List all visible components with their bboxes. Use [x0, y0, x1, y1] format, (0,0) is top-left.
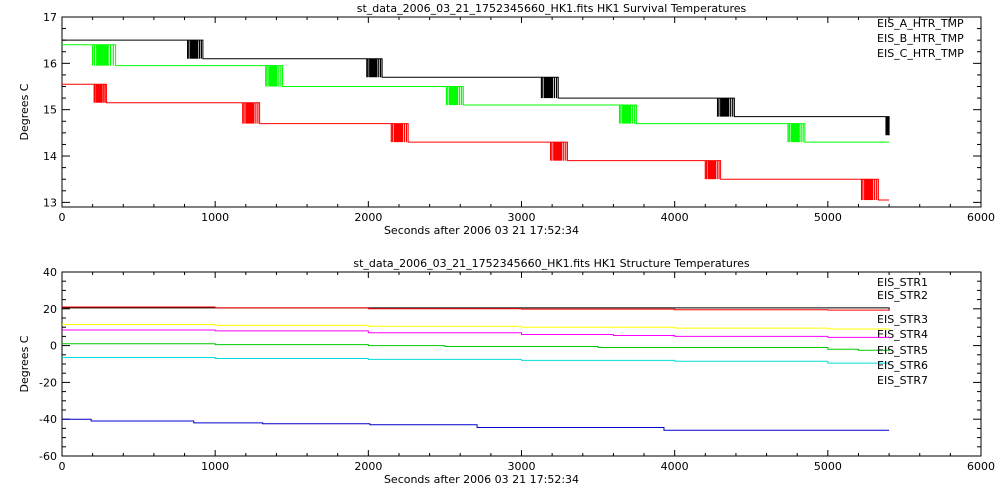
series-line: [62, 418, 890, 431]
spike-block: [886, 116, 889, 136]
spike-block: [864, 179, 874, 201]
y-tick-label: 0: [50, 340, 57, 353]
y-tick-label: -60: [39, 450, 57, 463]
y-tick-label: 15: [43, 104, 57, 117]
y-tick-label: 13: [43, 196, 57, 209]
legend-entry: EIS_B_HTR_TMP: [877, 32, 964, 45]
spike-block: [543, 77, 554, 99]
legend-entry: EIS_STR3: [877, 313, 928, 326]
spike-block: [268, 65, 278, 87]
legend-entry: EIS_STR5: [877, 344, 928, 357]
x-tick-label: 3000: [508, 211, 536, 224]
spike-block: [96, 84, 103, 103]
y-axis-label: Degrees C: [18, 83, 31, 140]
series-eis-str7: [62, 323, 890, 330]
x-tick-label: 6000: [967, 460, 995, 473]
x-tick-label: 1000: [201, 460, 229, 473]
legend-entry: EIS_C_HTR_TMP: [877, 47, 964, 60]
spike-block: [790, 123, 800, 143]
series-eis-str4: [62, 418, 890, 431]
y-tick-label: -40: [39, 413, 57, 426]
spike-block: [393, 123, 404, 143]
x-axis-label: Seconds after 2006 03 21 17:52:34: [384, 224, 579, 237]
y-axis-label: Degrees C: [18, 335, 31, 392]
series-eis-b-htr-tmp: [62, 83, 890, 201]
chart-title: st_data_2006_03_21_1752345660_HK1.fits H…: [357, 2, 747, 15]
series-line: [62, 323, 890, 330]
series-line: [62, 44, 890, 143]
x-tick-label: 2000: [354, 211, 382, 224]
spike-block: [622, 105, 632, 124]
series-eis-c-htr-tmp: [62, 44, 890, 143]
spike-block: [369, 58, 378, 78]
x-tick-label: 5000: [814, 460, 842, 473]
legend-entry: EIS_STR4: [877, 328, 928, 341]
series-eis-str2: [62, 306, 890, 311]
series-line: [62, 357, 890, 364]
y-tick-label: 40: [43, 266, 57, 279]
series-eis-str6: [62, 329, 890, 339]
series-line: [62, 329, 890, 339]
plot-frame: [61, 271, 982, 457]
spike-block: [245, 102, 255, 124]
x-tick-label: 5000: [814, 211, 842, 224]
legend-entry: EIS_STR7: [877, 374, 928, 387]
series-line: [62, 39, 890, 136]
series-eis-a-htr-tmp: [62, 39, 890, 136]
y-tick-label: 20: [43, 303, 57, 316]
x-tick-label: 1000: [201, 211, 229, 224]
spike-block: [720, 98, 730, 117]
series-line: [62, 83, 890, 201]
spike-block: [189, 40, 199, 59]
series-line: [62, 306, 890, 311]
spike-block: [96, 44, 109, 66]
legend-entry: EIS_STR6: [877, 359, 928, 372]
y-tick-label: 17: [43, 11, 57, 24]
series-eis-str5: [62, 357, 890, 364]
series-eis-str3: [62, 343, 890, 352]
spike-block: [707, 160, 717, 180]
x-tick-label: 0: [59, 211, 66, 224]
y-tick-label: 14: [43, 150, 57, 163]
x-tick-label: 4000: [661, 460, 689, 473]
y-tick-label: -20: [39, 376, 57, 389]
x-tick-label: 2000: [354, 460, 382, 473]
x-axis-label: Seconds after 2006 03 21 17:52:34: [384, 473, 579, 486]
chart-title: st_data_2006_03_21_1752345660_HK1.fits H…: [353, 257, 750, 270]
legend-entry: EIS_A_HTR_TMP: [877, 17, 964, 30]
legend-entry: EIS_STR2: [877, 289, 928, 302]
x-tick-label: 4000: [661, 211, 689, 224]
spike-block: [553, 142, 563, 161]
x-tick-label: 3000: [508, 460, 536, 473]
x-tick-label: 6000: [967, 211, 995, 224]
legend-entry: EIS_STR1: [877, 276, 928, 289]
series-line: [62, 343, 890, 352]
x-tick-label: 0: [59, 460, 66, 473]
y-tick-label: 16: [43, 57, 57, 70]
spike-block: [448, 86, 459, 106]
